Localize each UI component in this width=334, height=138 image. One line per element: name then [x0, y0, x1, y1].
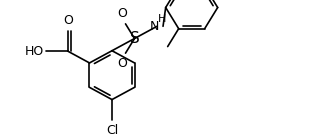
Text: N: N — [149, 20, 159, 33]
Text: O: O — [63, 14, 73, 27]
Text: H: H — [158, 14, 166, 24]
Text: Cl: Cl — [106, 124, 118, 137]
Text: S: S — [130, 31, 139, 46]
Text: O: O — [118, 57, 128, 70]
Text: O: O — [118, 7, 128, 20]
Text: HO: HO — [25, 45, 44, 58]
